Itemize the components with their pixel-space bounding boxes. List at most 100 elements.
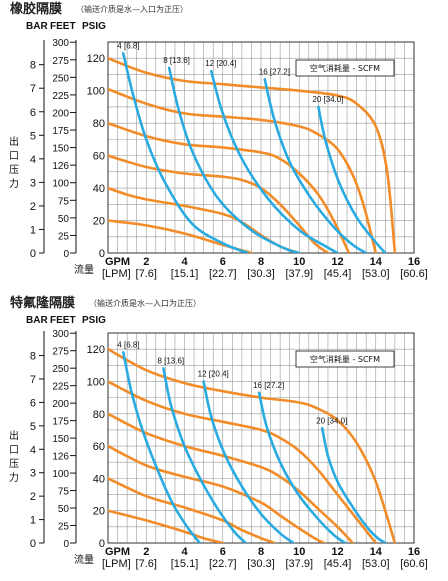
x-tick-label-gpm: 8 — [258, 546, 264, 558]
feet-tick-label: 150 — [52, 434, 69, 445]
feet-tick-label: 126 — [52, 161, 69, 172]
feet-tick-label: 150 — [52, 144, 69, 155]
y-axis-label-char: 压 — [9, 164, 19, 176]
air-curve-1 — [122, 351, 202, 543]
x-tick-label-gpm: 16 — [408, 256, 420, 268]
legend-box — [295, 59, 395, 77]
head-curve-5 — [108, 477, 276, 543]
head-curve-3 — [108, 412, 355, 543]
head-curve-6 — [108, 509, 225, 543]
air-curve-5 — [320, 427, 387, 543]
air-curve-label: 20 [34.0] — [312, 95, 343, 104]
air-curve-label: 8 [13.6] — [163, 56, 190, 65]
feet-tick-label: 25 — [58, 522, 70, 533]
x-tick-label-gpm: 14 — [370, 256, 383, 268]
feet-tick-label: 200 — [52, 399, 69, 410]
air-curve-label: 16 [27.2] — [253, 381, 284, 390]
curves-group — [108, 52, 397, 253]
feet-tick-label: 175 — [52, 126, 69, 137]
feet-tick-label: 275 — [52, 56, 69, 67]
bar-tick-label: 2 — [30, 201, 36, 213]
feet-tick-label: 50 — [58, 504, 70, 515]
x-tick-label-gpm: 12 — [331, 546, 343, 558]
y-axis-label-char: 出 — [9, 429, 19, 442]
bar-axis-header: BAR — [26, 21, 48, 32]
x-axis-head-lpm: [LPM] — [102, 558, 131, 570]
x-tick-label-gpm: 8 — [258, 256, 264, 268]
air-curve-4 — [263, 78, 368, 253]
feet-tick-label: 0 — [63, 249, 69, 260]
bar-tick-label: 4 — [30, 154, 36, 166]
psig-tick-label: 20 — [93, 216, 105, 228]
feet-axis-header: FEET — [50, 21, 76, 32]
feet-tick-label: 275 — [52, 347, 69, 358]
y-axis-label-char: 力 — [9, 177, 19, 190]
feet-tick-label: 126 — [52, 452, 69, 463]
x-tick-label-lpm: [60.6] — [400, 268, 428, 280]
x-tick-label-lpm: [15.1] — [171, 558, 199, 570]
feet-tick-label: 25 — [58, 231, 70, 242]
x-tick-label-gpm: 2 — [143, 546, 149, 558]
bar-tick-label: 1 — [30, 224, 36, 236]
psig-tick-label: 0 — [99, 538, 105, 550]
y-axis-label-char: 口 — [9, 151, 19, 162]
x-tick-label-lpm: [60.6] — [400, 558, 428, 570]
head-curve-1 — [108, 347, 397, 543]
head-curve-2 — [108, 87, 378, 253]
bar-tick-label: 2 — [30, 491, 36, 503]
feet-tick-label: 75 — [58, 487, 70, 498]
x-tick-label-gpm: 4 — [181, 546, 188, 558]
air-curve-label: 4 [6.8] — [117, 340, 139, 349]
x-tick-label-gpm: 10 — [293, 546, 305, 558]
air-curve-2 — [162, 367, 247, 543]
psig-tick-label: 120 — [87, 53, 105, 65]
x-tick-label-lpm: [53.0] — [362, 268, 390, 280]
psig-tick-label: 0 — [99, 248, 105, 260]
feet-tick-label: 250 — [52, 364, 69, 375]
bar-tick-label: 7 — [30, 374, 36, 386]
x-tick-label-lpm: [45.4] — [324, 558, 352, 570]
x-tick-label-gpm: 14 — [370, 546, 383, 558]
x-tick-label-lpm: [22.7] — [209, 268, 237, 280]
x-tick-label-lpm: [22.7] — [209, 558, 237, 570]
psig-tick-label: 100 — [87, 86, 105, 98]
chart-panel-2: 特氟隆隔膜 （输送介质是水—入口为正压）BAR FEET PSIG3002752502… — [9, 295, 428, 570]
x-tick-label-gpm: 2 — [143, 256, 149, 268]
x-tick-label-lpm: [37.9] — [285, 268, 313, 280]
x-axis-head-gpm: GPM — [105, 256, 130, 268]
air-curve-4 — [257, 391, 347, 543]
psig-tick-label: 60 — [93, 441, 105, 453]
psig-tick-label: 40 — [93, 473, 105, 485]
x-tick-label-gpm: 6 — [220, 256, 226, 268]
psig-tick-label: 60 — [93, 151, 105, 163]
x-tick-label-lpm: [7.6] — [136, 268, 157, 280]
psig-tick-label: 80 — [93, 118, 105, 130]
x-axis-head-lpm: [LPM] — [102, 268, 131, 280]
x-tick-label-lpm: [45.4] — [324, 268, 352, 280]
bar-tick-label: 3 — [30, 177, 36, 189]
feet-tick-label: 0 — [63, 539, 69, 550]
bar-tick-label: 7 — [30, 83, 36, 95]
bar-tick-label: 1 — [30, 515, 36, 527]
x-tick-label-gpm: 12 — [331, 256, 343, 268]
x-tick-label-lpm: [15.1] — [171, 268, 199, 280]
feet-tick-label: 75 — [58, 196, 70, 207]
y-axis-label-char: 压 — [9, 458, 19, 470]
x-tick-label-gpm: 6 — [220, 546, 226, 558]
feet-axis-header: FEET — [50, 315, 76, 326]
feet-tick-label: 250 — [52, 73, 69, 84]
air-curve-label: 20 [34.0] — [316, 416, 347, 425]
air-curve-label: 12 [20.4] — [198, 369, 229, 378]
x-tick-label-lpm: [30.3] — [247, 268, 275, 280]
air-curve-1 — [122, 52, 249, 253]
air-curve-label: 16 [27.2] — [259, 67, 290, 76]
psig-axis-header: PSIG — [82, 21, 106, 32]
bar-tick-label: 3 — [30, 468, 36, 480]
legend-label: 空气消耗量 - SCFM — [310, 354, 380, 364]
feet-tick-label: 175 — [52, 417, 69, 428]
air-curve-label: 8 [13.6] — [157, 357, 184, 366]
chart-panel-1: 橡胶隔膜 （输送介质是水—入口为正压）BAR FEET PSIG30027525022… — [9, 1, 428, 280]
x-tick-label-lpm: [7.6] — [136, 558, 157, 570]
